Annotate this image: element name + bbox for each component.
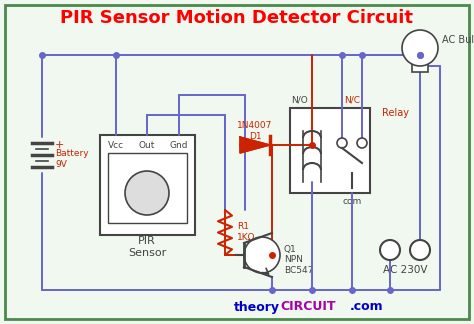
- Bar: [412, 60, 428, 72]
- Text: Relay: Relay: [382, 108, 409, 118]
- Text: Out: Out: [139, 141, 155, 149]
- Text: theory: theory: [234, 300, 280, 314]
- Bar: [290, 108, 370, 193]
- Text: Vcc: Vcc: [108, 141, 124, 149]
- Bar: [100, 135, 195, 235]
- Text: CIRCUIT: CIRCUIT: [280, 300, 336, 314]
- Bar: [108, 153, 187, 223]
- Polygon shape: [240, 137, 270, 153]
- Text: +: +: [55, 140, 64, 150]
- Text: 1N4007
D1: 1N4007 D1: [237, 121, 273, 141]
- Text: N/C: N/C: [344, 96, 360, 105]
- Text: Q1
NPN
BC547: Q1 NPN BC547: [284, 245, 313, 275]
- Text: com: com: [342, 196, 362, 205]
- Circle shape: [402, 30, 438, 66]
- Text: .com: .com: [350, 300, 383, 314]
- Circle shape: [410, 240, 430, 260]
- Text: N/O: N/O: [292, 96, 309, 105]
- Text: AC Bulb: AC Bulb: [442, 35, 474, 45]
- Circle shape: [337, 138, 347, 148]
- Circle shape: [357, 138, 367, 148]
- Circle shape: [244, 237, 280, 273]
- Text: Gnd: Gnd: [170, 141, 188, 149]
- Text: AC 230V: AC 230V: [383, 265, 427, 275]
- Text: PIR Sensor Motion Detector Circuit: PIR Sensor Motion Detector Circuit: [61, 9, 413, 27]
- Text: PIR
Sensor: PIR Sensor: [128, 236, 166, 258]
- Circle shape: [125, 171, 169, 215]
- Text: R1
1KΩ: R1 1KΩ: [237, 222, 255, 242]
- Text: Battery
9V: Battery 9V: [55, 149, 89, 169]
- Circle shape: [380, 240, 400, 260]
